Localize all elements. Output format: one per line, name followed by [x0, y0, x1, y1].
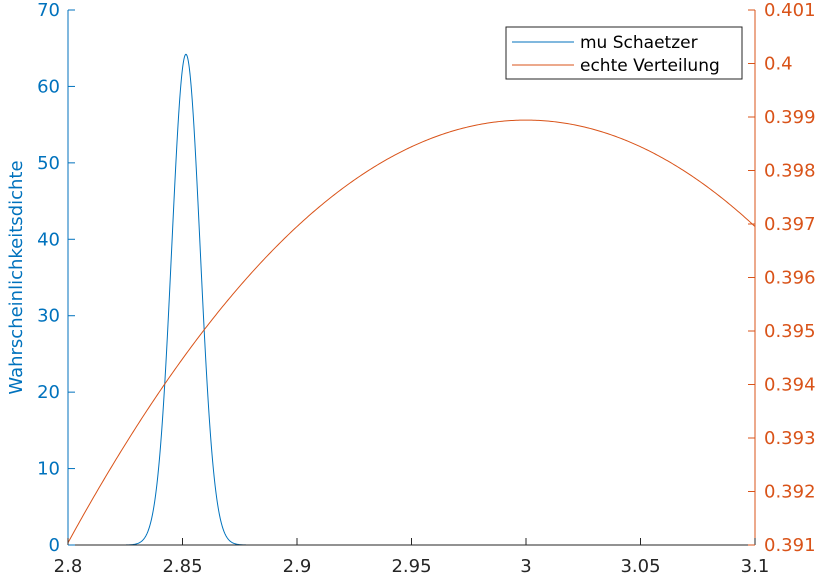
- y-right-tick-label: 0.395: [764, 321, 816, 342]
- x-tick-label: 3.1: [741, 556, 770, 576]
- y-right-tick-label: 0.393: [764, 428, 816, 449]
- y-right-tick-label: 0.401: [764, 0, 816, 21]
- x-tick-label: 2.9: [283, 556, 312, 576]
- x-tick-label: 2.8: [54, 556, 83, 576]
- legend: mu Schaetzer echte Verteilung: [505, 26, 743, 80]
- y-right-tick-label: 0.396: [764, 268, 816, 289]
- legend-label-1: mu Schaetzer: [580, 33, 698, 53]
- y-left-tick-label: 30: [37, 306, 60, 327]
- y-right-tick-label: 0.398: [764, 161, 816, 182]
- y-right-tick-label: 0.399: [764, 107, 816, 128]
- series-line-1: [113, 53, 252, 546]
- y-left-tick-label: 10: [37, 459, 60, 480]
- x-tick-label: 2.85: [162, 556, 202, 576]
- y-right-tick-label: 0.397: [764, 214, 816, 235]
- x-tick-label: 2.95: [391, 556, 431, 576]
- y-left-tick-label: 40: [37, 229, 60, 250]
- y-left-tick-label: 20: [37, 382, 60, 403]
- x-tick-label: 3: [520, 556, 531, 576]
- y-axis-left-title: Wahrscheinlichkeitsdichte: [6, 160, 27, 394]
- y-left-tick-label: 0: [49, 535, 60, 556]
- series-line-2: [67, 119, 756, 543]
- x-tick-label: 3.05: [620, 556, 660, 576]
- axes: 2.8 2.85 2.9 2.95 3 3.05 3.1 0 10 20 30 40 50 60 70 0.3…: [6, 0, 816, 576]
- legend-box: [505, 26, 743, 80]
- y-right-tick-label: 0.392: [764, 482, 816, 503]
- y-right-tick-label: 0.391: [764, 535, 816, 556]
- legend-label-2: echte Verteilung: [580, 56, 720, 76]
- y-left-tick-label: 60: [37, 76, 60, 97]
- y-right-tick-label: 0.4: [764, 54, 793, 75]
- plot-area: [67, 53, 756, 546]
- y-left-tick-label: 70: [37, 0, 60, 21]
- y-left-tick-label: 50: [37, 153, 60, 174]
- y-right-tick-label: 0.394: [764, 375, 816, 396]
